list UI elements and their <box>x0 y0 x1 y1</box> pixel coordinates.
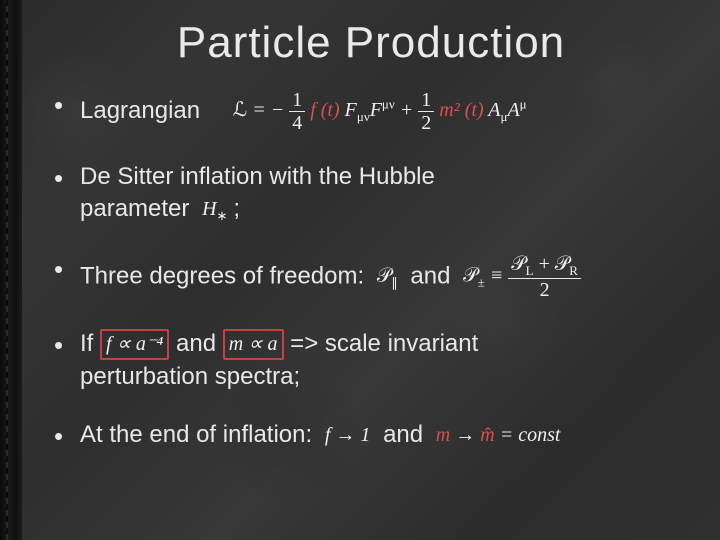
bullet-lagrangian: Lagrangian ℒ = − 1 4 f (t) FμνFμν + 1 2 … <box>52 88 690 135</box>
scaleinv-mid1: and <box>176 330 223 357</box>
end-mid: and <box>383 421 430 448</box>
hubble-param: H∗ <box>196 194 233 227</box>
dof-pre: Three degrees of freedom: <box>80 263 364 290</box>
dof-mid: and <box>410 263 457 290</box>
m-to-mhat: m → m̂ = const <box>430 420 567 451</box>
bullet-label: Lagrangian <box>80 97 200 124</box>
p-parallel: 𝒫∥ <box>371 261 404 294</box>
m-prop-a: m ∝ a <box>223 329 284 360</box>
scaleinv-pre: If <box>80 330 100 357</box>
binding-strip <box>0 0 22 540</box>
bullet-list: Lagrangian ℒ = − 1 4 f (t) FμνFμν + 1 2 … <box>52 88 690 451</box>
slide-title: Particle Production <box>52 18 690 68</box>
frac-one-half: 1 2 <box>418 90 434 133</box>
f-to-1: f → 1 <box>319 420 377 451</box>
m-squared-of-t: m² (t) <box>439 99 483 121</box>
scaleinv-line2: perturbation spectra; <box>80 363 300 390</box>
bullet-scaleinv: If f ∝ a⁻⁴ and m ∝ a => scale invariant … <box>52 328 690 393</box>
desitter-line2-pre: parameter <box>80 195 189 222</box>
f-prop-a-minus4: f ∝ a⁻⁴ <box>100 329 169 360</box>
end-pre: At the end of inflation: <box>80 421 312 448</box>
bullet-desitter: De Sitter inflation with the Hubble para… <box>52 161 690 226</box>
frac-pl-pr-over-2: 𝒫L + 𝒫R 2 <box>508 254 581 300</box>
desitter-line2-post: ; <box>233 195 240 222</box>
p-pm-def: 𝒫± ≡ 𝒫L + 𝒫R 2 <box>457 252 587 302</box>
bullet-end: At the end of inflation: f → 1 and m → m… <box>52 419 690 451</box>
lagrangian-equation: ℒ = − 1 4 f (t) FμνFμν + 1 2 m² (t) AμAμ <box>227 88 533 135</box>
f-of-t: f (t) <box>310 99 339 121</box>
bullet-dof: Three degrees of freedom: 𝒫∥ and 𝒫± ≡ 𝒫L… <box>52 252 690 302</box>
scaleinv-arrow: => scale invariant <box>290 330 478 357</box>
desitter-line1: De Sitter inflation with the Hubble <box>80 163 435 190</box>
frac-one-quarter: 1 4 <box>289 90 305 133</box>
slide-content: Particle Production Lagrangian ℒ = − 1 4… <box>22 0 720 540</box>
